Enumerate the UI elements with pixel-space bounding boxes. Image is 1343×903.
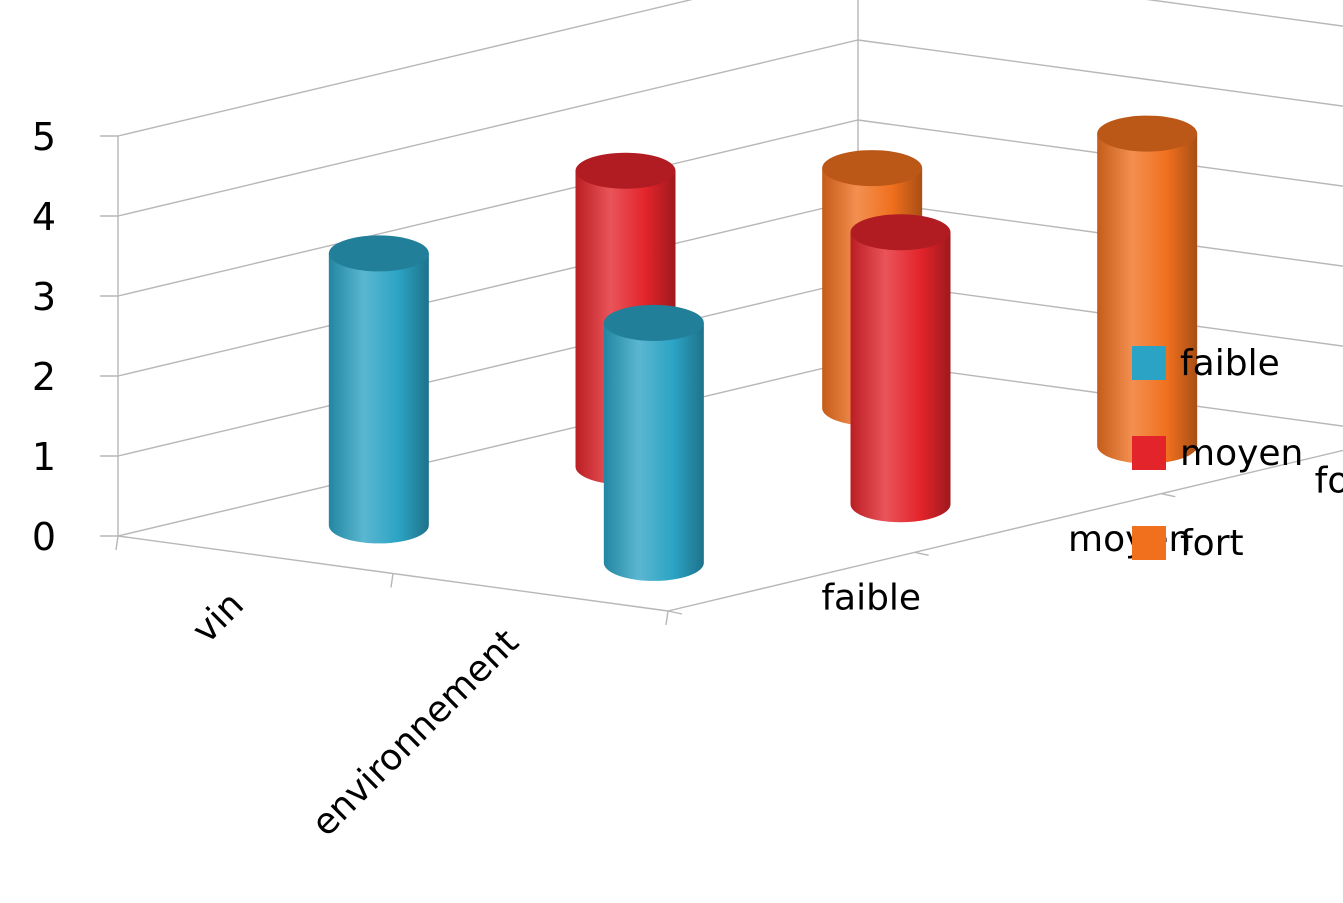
legend-label: faible (1180, 342, 1280, 384)
x-tick-label: vin (185, 584, 252, 651)
legend-swatch (1132, 346, 1166, 380)
legend-item: fort (1132, 498, 1337, 588)
y-tick-label: 5 (32, 115, 56, 159)
x-tick-label: environnement (304, 622, 527, 845)
bars (328, 115, 1198, 581)
x-tick-mark (665, 610, 669, 626)
legend-swatch (1132, 526, 1166, 560)
y-tick-label: 4 (32, 195, 56, 239)
category-axis: vin environnement (115, 535, 669, 845)
depth-tick-label: faible (821, 578, 921, 619)
legend-item: faible (1132, 318, 1337, 408)
depth-tick-mark (667, 610, 683, 615)
bar-vin-faible (328, 235, 429, 544)
y-axis: 0 1 2 3 4 5 (32, 115, 118, 559)
depth-tick-mark (914, 551, 929, 557)
legend-label: moyen (1180, 432, 1304, 474)
legend-item: moyen (1132, 408, 1337, 498)
floor-edge (667, 449, 1343, 612)
x-tick-mark (390, 573, 394, 588)
x-tick-mark (115, 535, 119, 551)
gridline (117, 0, 1343, 137)
depth-tick-mark (1161, 492, 1176, 498)
y-tick-label: 3 (32, 275, 56, 319)
bar-environnement-faible (603, 304, 704, 581)
legend-label: fort (1180, 522, 1244, 564)
y-tick-label: 2 (32, 355, 56, 399)
bar-environnement-moyen (850, 214, 951, 523)
legend-swatch (1132, 436, 1166, 470)
legend: faible moyen fort (1132, 318, 1337, 588)
bar-environnement-fort (1097, 115, 1198, 464)
depth-tick-label: fort (1315, 460, 1343, 501)
depth-tick-label: moyen (1068, 519, 1191, 560)
y-tick-label: 0 (32, 515, 56, 559)
y-tick-label: 1 (32, 435, 56, 479)
